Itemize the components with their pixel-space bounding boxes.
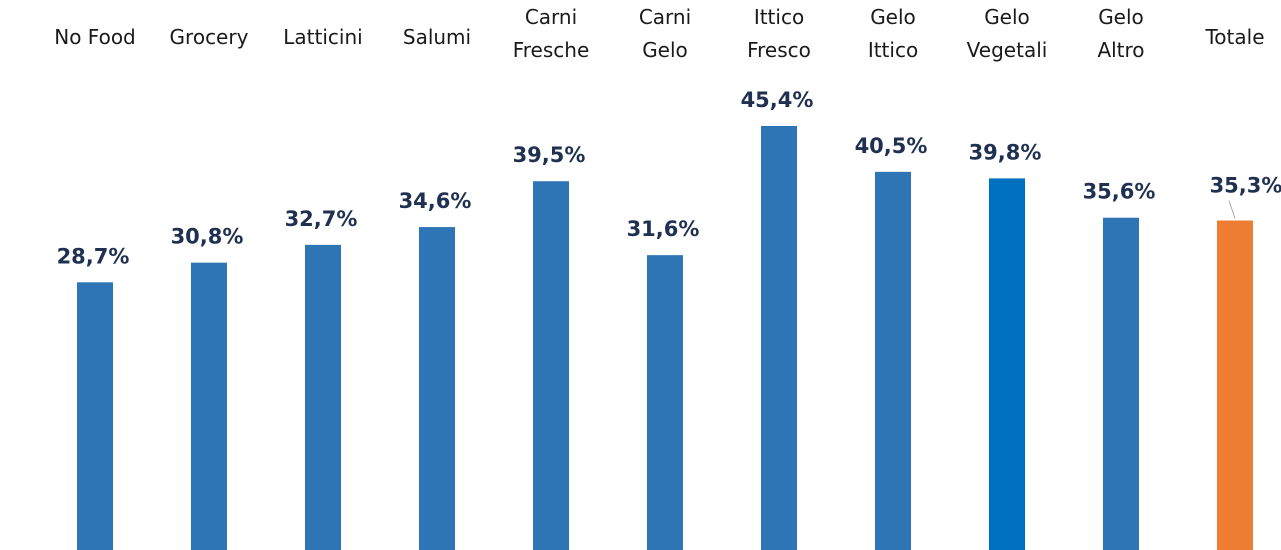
value-label: 35,3% bbox=[1210, 174, 1281, 198]
x-tick-label: Gelo Altro bbox=[1097, 5, 1144, 62]
bar bbox=[191, 262, 227, 550]
bar bbox=[761, 125, 797, 550]
value-label: 30,8% bbox=[171, 225, 244, 249]
value-label: 35,6% bbox=[1083, 180, 1156, 204]
value-label: 40,5% bbox=[855, 134, 928, 158]
x-tick-label: Ittico Fresco bbox=[747, 5, 811, 62]
bar bbox=[77, 282, 113, 550]
bar bbox=[419, 227, 455, 550]
bar bbox=[1103, 217, 1139, 550]
bar bbox=[1217, 220, 1253, 550]
x-tick-label: Gelo Vegetali bbox=[967, 5, 1048, 62]
leader-line bbox=[1228, 200, 1236, 219]
x-tick-label: Carni Fresche bbox=[513, 5, 590, 62]
value-label: 31,6% bbox=[627, 217, 700, 241]
x-tick-label: Carni Gelo bbox=[639, 5, 691, 62]
bar bbox=[305, 244, 341, 550]
value-label: 45,4% bbox=[741, 88, 814, 112]
value-label: 34,6% bbox=[399, 189, 472, 213]
x-tick-label: Totale bbox=[1204, 25, 1264, 49]
bar bbox=[647, 255, 683, 550]
x-tick-label: Salumi bbox=[403, 25, 471, 49]
x-tick-label: Gelo Ittico bbox=[868, 5, 918, 62]
value-label: 28,7% bbox=[57, 244, 130, 268]
value-label: 32,7% bbox=[285, 207, 358, 231]
x-tick-label: Latticini bbox=[283, 25, 362, 49]
bar bbox=[989, 178, 1025, 550]
x-tick-label: No Food bbox=[54, 25, 136, 49]
bar bbox=[875, 171, 911, 550]
value-label: 39,5% bbox=[513, 143, 586, 167]
value-label: 39,8% bbox=[969, 140, 1042, 164]
bar bbox=[533, 181, 569, 550]
x-tick-label: Grocery bbox=[170, 25, 249, 49]
